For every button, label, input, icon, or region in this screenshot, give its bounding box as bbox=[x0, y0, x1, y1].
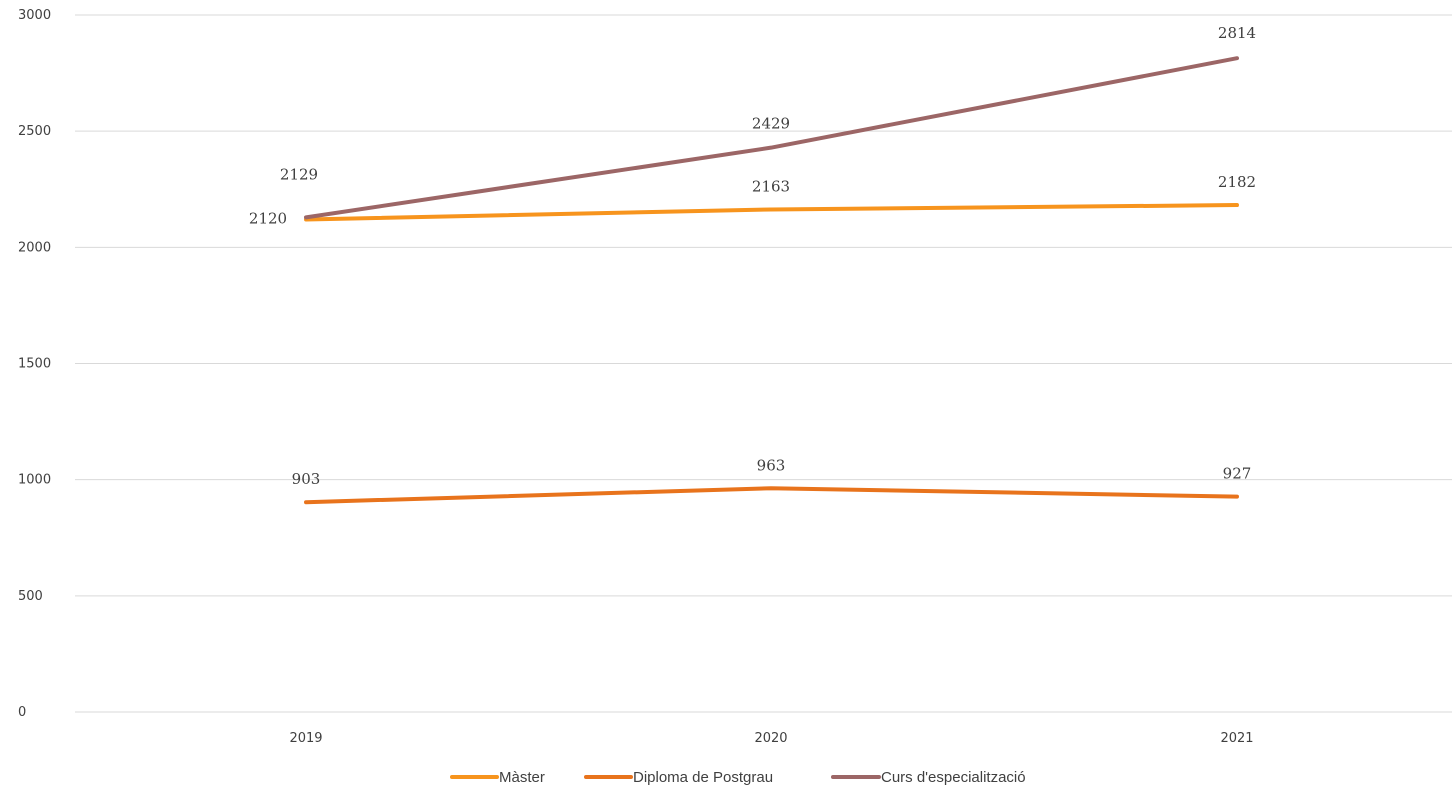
series-line-master bbox=[304, 203, 1239, 222]
legend-label: Curs d'especialització bbox=[881, 769, 1026, 786]
y-tick-label: 500 bbox=[18, 589, 43, 604]
legend-item-master: Màster bbox=[450, 769, 545, 786]
y-tick-label: 3000 bbox=[18, 8, 51, 23]
data-label-curs: 2129 bbox=[280, 165, 318, 183]
legend: Màster Diploma de Postgrau Curs d'especial… bbox=[450, 769, 1026, 786]
legend-item-diploma: Diploma de Postgrau bbox=[584, 769, 773, 786]
x-tick-label: 2020 bbox=[754, 731, 787, 746]
x-tick-label: 2021 bbox=[1220, 731, 1253, 746]
data-label-diploma: 903 bbox=[292, 470, 321, 488]
data-label-master: 2120 bbox=[249, 209, 287, 227]
series-lines bbox=[304, 56, 1239, 505]
y-tick-label: 2500 bbox=[18, 124, 51, 139]
y-tick-label: 2000 bbox=[18, 240, 51, 255]
data-label-diploma: 927 bbox=[1223, 465, 1252, 483]
x-tick-label: 2019 bbox=[289, 731, 322, 746]
y-tick-label: 1500 bbox=[18, 357, 51, 372]
data-labels: 2120 2163 2182 903 963 927 2129 2429 2814 bbox=[249, 24, 1256, 488]
y-tick-label: 0 bbox=[18, 705, 26, 720]
y-axis-ticks: 0 500 1000 1500 2000 2500 3000 bbox=[18, 8, 51, 720]
x-axis-ticks: 2019 2020 2021 bbox=[289, 731, 1253, 746]
data-label-master: 2182 bbox=[1218, 173, 1256, 191]
data-label-master: 2163 bbox=[752, 177, 790, 195]
data-label-curs: 2429 bbox=[752, 115, 790, 133]
series-line-curs bbox=[304, 56, 1239, 220]
legend-label: Màster bbox=[499, 769, 545, 786]
y-tick-label: 1000 bbox=[18, 473, 51, 488]
legend-item-curs: Curs d'especialització bbox=[831, 769, 1026, 786]
data-label-curs: 2814 bbox=[1218, 24, 1256, 42]
legend-label: Diploma de Postgrau bbox=[633, 769, 773, 786]
data-label-diploma: 963 bbox=[757, 456, 786, 474]
series-line-diploma bbox=[304, 486, 1239, 505]
gridlines bbox=[75, 14, 1452, 713]
